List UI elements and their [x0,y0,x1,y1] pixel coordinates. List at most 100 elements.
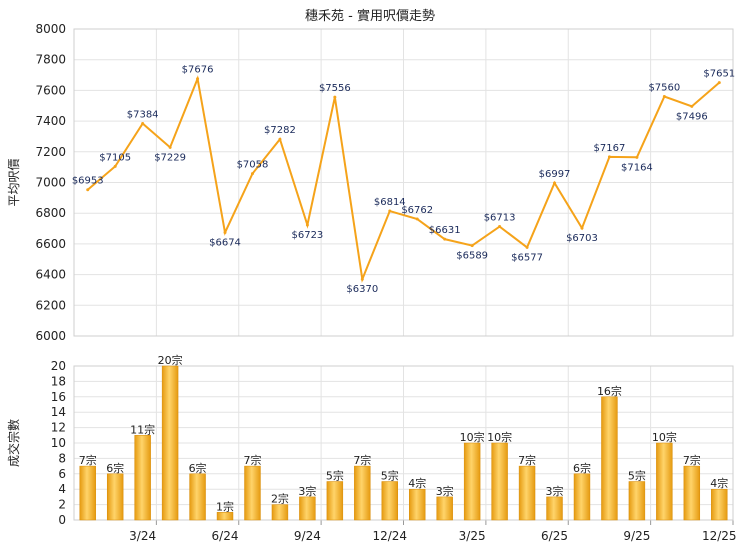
price-point [635,155,639,159]
price-label: $6953 [72,176,104,187]
volume-label: 11宗 [130,422,155,436]
price-point [360,277,364,281]
price-label: $6577 [511,252,543,263]
price-point [662,95,666,99]
y-tick-label: 6 [58,467,66,481]
price-label: $7651 [703,69,735,80]
y-tick-label: 7200 [35,145,66,159]
price-point [168,145,172,149]
volume-label: 3宗 [546,484,564,498]
y-tick-label: 18 [51,374,66,388]
volume-bar [161,365,179,521]
volume-label: 7宗 [518,453,536,467]
y-tick-label: 7800 [35,53,66,67]
y-tick-label: 7000 [35,176,66,190]
price-label: $6762 [401,205,433,216]
volume-bar [354,465,371,521]
price-point [250,172,254,176]
volume-bar [79,465,96,521]
price-line-panel: 6000 6200 6400 6600 6800 7000 7200 7400 7600 7800… [7,22,735,343]
price-label: $6370 [346,284,378,295]
volume-label: 1宗 [216,499,234,513]
price-point [113,164,117,168]
chart-title: 穗禾苑 - 實用呎價走勢 [305,8,435,24]
price-point [580,226,584,230]
y-tick-label: 6000 [35,329,66,343]
price-label: $7496 [676,111,708,122]
volume-label: 6宗 [573,461,591,475]
price-point [223,231,227,235]
volume-label: 6宗 [189,461,207,475]
x-tick-label: 6/25 [541,529,568,543]
volume-bar [106,473,124,521]
price-point [470,244,474,248]
volume-label: 7宗 [683,453,701,467]
volume-label: 3宗 [298,484,316,498]
volume-label: 6宗 [106,461,124,475]
price-label: $7058 [237,160,269,171]
x-tick-label: 3/24 [129,529,156,543]
volume-label: 7宗 [353,453,371,467]
x-tick-label: 3/25 [459,529,486,543]
volume-bar [271,504,289,521]
y-tick-label: 0 [58,513,66,527]
price-point [196,77,200,81]
y-tick-label: 2 [58,498,66,512]
y-axis-title: 成交宗數 [6,419,21,467]
y-tick-label: 4 [58,482,66,496]
volume-label: 2宗 [271,492,289,506]
plot-frame [73,28,734,337]
volume-bar [711,488,728,521]
x-tick-label: 9/25 [623,529,650,543]
volume-label: 5宗 [628,469,646,483]
volume-bar [573,473,591,521]
volume-bar [656,442,673,521]
y-tick-label: 8 [58,451,66,465]
y-tick-label: 8000 [35,22,66,36]
volume-bar [134,435,151,521]
price-point [607,155,611,159]
price-point [278,137,282,141]
price-label: $7105 [99,152,131,163]
price-point [305,223,309,227]
y-tick-label: 6800 [35,206,66,220]
volume-bar [299,496,316,521]
price-line [87,75,720,283]
volume-bar [189,473,206,521]
y-tick-label: 7400 [35,114,66,128]
volume-label: 5宗 [381,469,399,483]
volume-label: 4宗 [710,476,728,490]
volume-label: 7宗 [79,453,97,467]
price-point [690,104,694,108]
x-tick-label: 6/24 [212,529,239,543]
volume-label: 10宗 [460,430,485,444]
volume-bar [601,396,618,521]
y-tick-label: 12 [51,421,66,435]
price-label: $6674 [209,238,241,249]
y-tick-label: 6200 [35,298,66,312]
y-tick-label: 7600 [35,83,66,97]
y-tick-label: 6600 [35,237,66,251]
price-label: $6814 [374,197,406,208]
price-label: $7556 [319,83,351,94]
volume-bar [409,488,426,521]
price-label: $7676 [182,65,214,76]
price-label: $6723 [291,230,323,241]
volume-bar [381,481,398,521]
volume-bar [463,442,481,521]
price-label: $6589 [456,251,488,262]
price-label: $7384 [127,110,159,121]
price-label: $7167 [594,143,626,154]
price-point [498,225,502,229]
price-point [388,209,392,213]
price-label: $6703 [566,233,598,244]
price-point [553,181,557,185]
volume-bar [436,496,453,521]
volume-bar [491,442,508,521]
y-tick-label: 16 [51,390,66,404]
y-tick-label: 14 [51,405,66,419]
volume-bar [326,481,344,521]
price-point [415,217,419,221]
price-point [525,245,529,249]
